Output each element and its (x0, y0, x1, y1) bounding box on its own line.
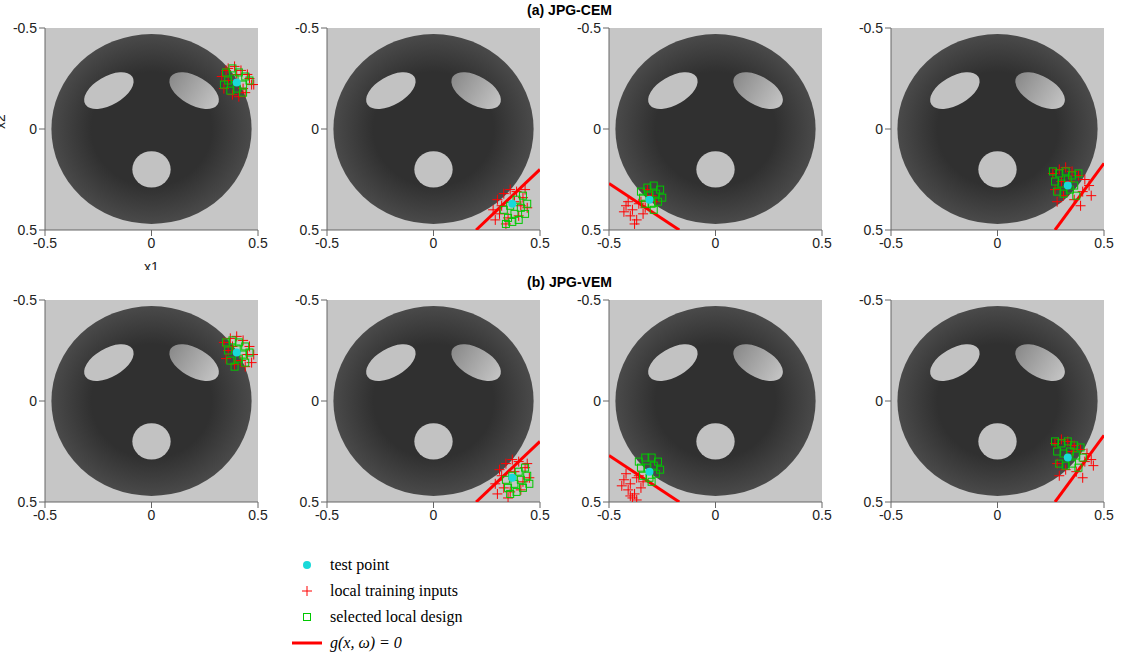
svg-text:-0.5: -0.5 (13, 292, 37, 308)
svg-text:0.5: 0.5 (582, 494, 602, 510)
svg-text:0.5: 0.5 (1094, 235, 1114, 251)
svg-text:0: 0 (430, 235, 438, 251)
svg-text:0: 0 (994, 235, 1002, 251)
svg-text:0: 0 (148, 235, 156, 251)
svg-text:-0.5: -0.5 (295, 20, 319, 36)
svg-text:0: 0 (29, 393, 37, 409)
html-text:selected local design: selected local design (330, 608, 463, 625)
svg-text:-0.5: -0.5 (314, 234, 340, 251)
svg-text:0: 0 (148, 507, 156, 523)
html-text:(a) JPG-CEM: (a) JPG-CEM (527, 2, 612, 18)
svg-text:-0.5: -0.5 (13, 20, 37, 36)
html-text:g(x, ω) = 0: g(x, ω) = 0 (330, 634, 402, 651)
svg-text:0: 0 (875, 393, 883, 409)
html-text:local training inputs: local training inputs (330, 582, 458, 599)
svg-text:0: 0 (875, 121, 883, 137)
svg-text:0: 0 (712, 235, 720, 251)
svg-text:0.5: 0.5 (864, 494, 884, 510)
svg-text:0: 0 (311, 121, 319, 137)
svg-text:-0.5: -0.5 (859, 20, 883, 36)
svg-text:x1: x1 (144, 259, 159, 270)
svg-text:0.5: 0.5 (530, 235, 550, 251)
svg-text:-0.5: -0.5 (596, 506, 622, 523)
svg-text:0.5: 0.5 (530, 507, 550, 523)
html-text:test point: test point (330, 556, 390, 573)
svg-text:0: 0 (994, 507, 1002, 523)
svg-text:-0.5: -0.5 (859, 292, 883, 308)
svg-text:0.5: 0.5 (248, 235, 268, 251)
svg-text:0.5: 0.5 (864, 222, 884, 238)
svg-text:0.5: 0.5 (18, 494, 38, 510)
svg-text:-0.5: -0.5 (314, 506, 340, 523)
svg-text:0.5: 0.5 (582, 222, 602, 238)
svg-text:0: 0 (593, 121, 601, 137)
svg-text:0.5: 0.5 (1094, 507, 1114, 523)
svg-text:-0.5: -0.5 (32, 234, 58, 251)
svg-text:0.5: 0.5 (300, 222, 320, 238)
svg-text:-0.5: -0.5 (878, 234, 904, 251)
svg-text:0: 0 (593, 393, 601, 409)
svg-text:0: 0 (29, 121, 37, 137)
svg-text:0: 0 (311, 393, 319, 409)
svg-text:-0.5: -0.5 (32, 506, 58, 523)
svg-text:-0.5: -0.5 (878, 506, 904, 523)
html-text:(b) JPG-VEM: (b) JPG-VEM (527, 274, 612, 290)
svg-text:-0.5: -0.5 (295, 292, 319, 308)
svg-text:0: 0 (712, 507, 720, 523)
svg-text:-0.5: -0.5 (596, 234, 622, 251)
svg-text:-0.5: -0.5 (577, 292, 601, 308)
svg-text:-0.5: -0.5 (577, 20, 601, 36)
svg-text:0.5: 0.5 (812, 507, 832, 523)
svg-text:0.5: 0.5 (18, 222, 38, 238)
svg-text:0.5: 0.5 (248, 507, 268, 523)
svg-text:0.5: 0.5 (300, 494, 320, 510)
svg-text:x2: x2 (0, 114, 8, 129)
svg-text:0.5: 0.5 (812, 235, 832, 251)
svg-text:0: 0 (430, 507, 438, 523)
